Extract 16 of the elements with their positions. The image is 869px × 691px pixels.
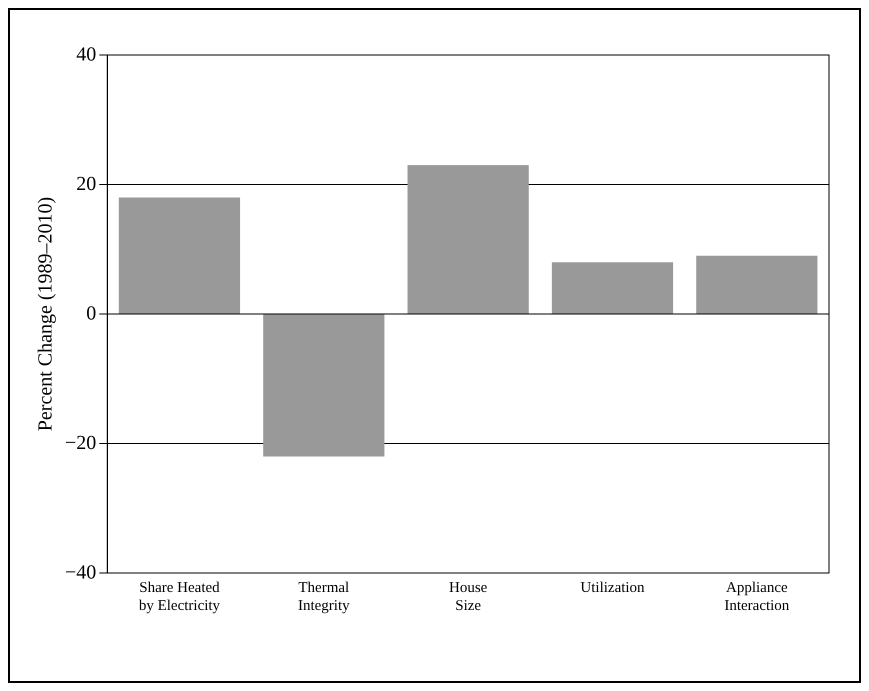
x-tick-label: Thermal Integrity	[298, 580, 350, 614]
y-tick-label: 40	[76, 43, 96, 66]
bar	[408, 165, 529, 314]
y-tick-label: 20	[76, 172, 96, 195]
bar	[696, 256, 818, 314]
x-tick-label: Share Heated by Electricity	[138, 580, 221, 614]
x-tick-label: Appliance Interaction	[724, 580, 790, 614]
y-tick-label: 0	[86, 302, 96, 324]
bar	[552, 262, 674, 314]
y-tick-label: −20	[65, 432, 96, 454]
bar	[118, 197, 240, 314]
y-axis-title: Percent Change (1989–2010)	[34, 196, 56, 432]
x-tick-label: Utilization	[580, 580, 646, 596]
y-tick-label: −40	[65, 561, 96, 584]
bar	[263, 314, 384, 456]
x-tick-label: House Size	[448, 580, 488, 614]
